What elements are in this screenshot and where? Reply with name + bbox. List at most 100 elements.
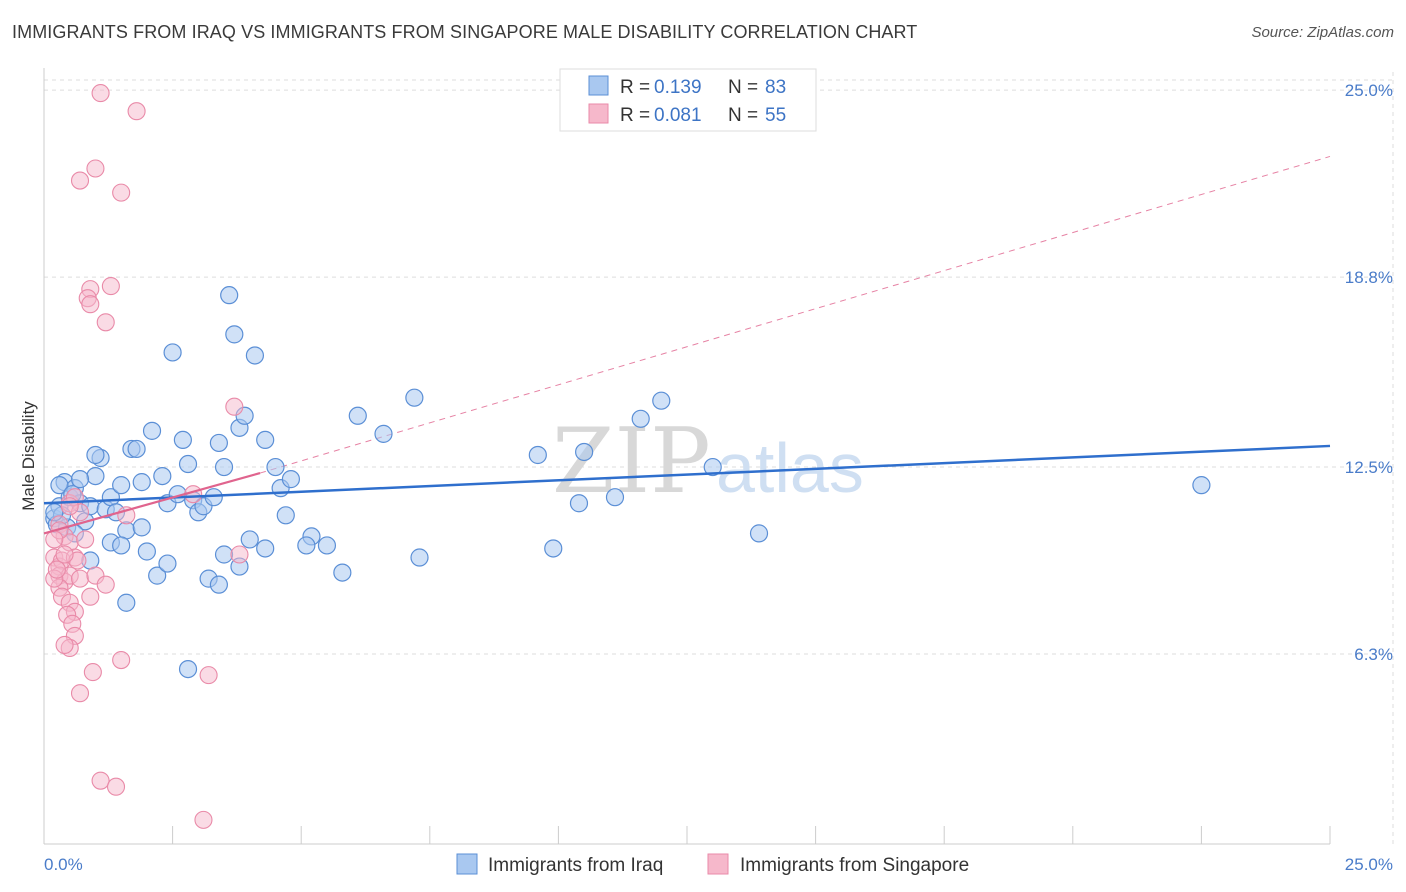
point-iraq-60: [749, 524, 769, 543]
point-iraq-61: [1192, 476, 1211, 495]
point-singapore-42: [70, 684, 90, 703]
point-iraq-27: [173, 430, 192, 450]
point-iraq-56: [605, 488, 625, 507]
point-iraq-7: [50, 476, 69, 495]
point-singapore-27: [70, 569, 90, 588]
point-iraq-46: [317, 536, 337, 555]
point-iraq-34: [214, 457, 234, 477]
bottom-legend-swatch-iraq: [456, 853, 478, 875]
point-iraq-67: [137, 542, 156, 561]
legend-r-label-singapore: R =: [620, 105, 650, 126]
point-iraq-44: [281, 470, 301, 489]
legend-n-value-singapore: 55: [765, 105, 786, 126]
point-iraq-22: [132, 473, 151, 492]
point-iraq-35: [220, 286, 239, 305]
point-singapore-44: [91, 771, 110, 790]
x-tick-label-min: 0.0%: [44, 855, 83, 874]
point-iraq-72: [209, 575, 228, 594]
series-singapore-points: [45, 84, 249, 829]
point-iraq-39: [245, 346, 265, 365]
point-iraq-43: [276, 506, 295, 525]
trend-extension-singapore: [259, 155, 1331, 474]
point-iraq-18: [112, 476, 131, 495]
legend-box: R = 0.139 N = 83 R = 0.081 N = 55: [559, 68, 817, 132]
point-iraq-73: [214, 545, 234, 564]
point-iraq-59: [703, 457, 722, 477]
point-iraq-10: [86, 466, 105, 486]
point-iraq-50: [405, 388, 424, 407]
point-singapore-52: [55, 545, 74, 564]
point-singapore-29: [96, 575, 115, 594]
point-iraq-68: [148, 566, 167, 585]
point-iraq-70: [178, 659, 198, 679]
point-iraq-51: [410, 548, 429, 567]
point-singapore-43: [199, 666, 218, 685]
bottom-legend: Immigrants from Iraq Immigrants from Sin…: [456, 853, 969, 876]
point-singapore-53: [45, 530, 64, 549]
point-singapore-1: [127, 102, 146, 121]
point-iraq-33: [209, 433, 228, 453]
legend-swatch-iraq: [588, 75, 609, 96]
point-singapore-41: [112, 650, 131, 670]
point-iraq-41: [266, 457, 285, 477]
point-iraq-36: [225, 325, 244, 344]
point-singapore-45: [106, 777, 126, 796]
point-iraq-52: [528, 445, 547, 465]
point-singapore-18: [76, 530, 95, 549]
x-tick-label-max: 25.0%: [1345, 855, 1393, 874]
y-axis-label: Male Disability: [19, 401, 38, 511]
point-singapore-39: [55, 635, 74, 655]
point-singapore-34: [81, 587, 100, 606]
bottom-legend-swatch-singapore: [707, 853, 729, 875]
point-iraq-76: [256, 539, 275, 558]
point-singapore-3: [70, 171, 90, 190]
trend-lines: [259, 155, 1331, 474]
legend-r-value-iraq: 0.139: [654, 77, 702, 98]
point-singapore-46: [194, 810, 213, 829]
point-iraq-80: [70, 470, 90, 489]
point-iraq-19: [117, 521, 136, 540]
y-tick-label-0: 6.3%: [1354, 645, 1393, 664]
point-singapore-49: [230, 545, 249, 564]
point-iraq-24: [153, 466, 172, 486]
point-iraq-48: [348, 406, 367, 425]
point-iraq-53: [544, 539, 563, 558]
axes: [43, 68, 1331, 845]
y-tick-label-3: 25.0%: [1345, 81, 1393, 100]
legend-n-label-singapore: N =: [728, 105, 758, 126]
y-tick-labels: 6.3% 12.5% 18.8% 25.0%: [1345, 81, 1393, 664]
point-singapore-40: [83, 663, 102, 682]
trend-line-singapore: [43, 472, 261, 535]
point-iraq-26: [163, 343, 182, 362]
point-iraq-40: [256, 430, 275, 450]
point-iraq-49: [374, 424, 393, 443]
point-iraq-77: [297, 536, 316, 555]
point-iraq-57: [631, 409, 650, 428]
legend-swatch-singapore: [588, 103, 609, 124]
point-iraq-75: [240, 530, 259, 549]
point-singapore-9: [96, 313, 115, 332]
legend-n-label-iraq: N =: [728, 77, 758, 98]
source-attribution: Source: ZipAtlas.com: [1251, 24, 1394, 41]
point-singapore-4: [112, 183, 131, 202]
point-iraq-66: [117, 593, 136, 612]
point-iraq-58: [652, 391, 671, 410]
point-iraq-28: [178, 454, 198, 474]
point-iraq-21: [127, 439, 146, 459]
y-tick-label-1: 12.5%: [1345, 458, 1393, 477]
point-iraq-78: [132, 518, 151, 537]
point-iraq-47: [333, 563, 352, 582]
trend-line-iraq: [43, 444, 1331, 505]
point-singapore-8: [101, 277, 120, 296]
point-iraq-54: [569, 494, 589, 513]
legend-r-label-iraq: R =: [620, 77, 650, 98]
point-iraq-55: [575, 442, 594, 462]
point-singapore-2: [86, 159, 105, 178]
point-iraq-65: [112, 536, 131, 555]
point-iraq-81: [86, 445, 105, 465]
point-iraq-69: [158, 554, 177, 573]
point-singapore-0: [91, 84, 110, 103]
point-singapore-10: [225, 397, 244, 416]
legend-n-value-iraq: 83: [765, 77, 786, 98]
